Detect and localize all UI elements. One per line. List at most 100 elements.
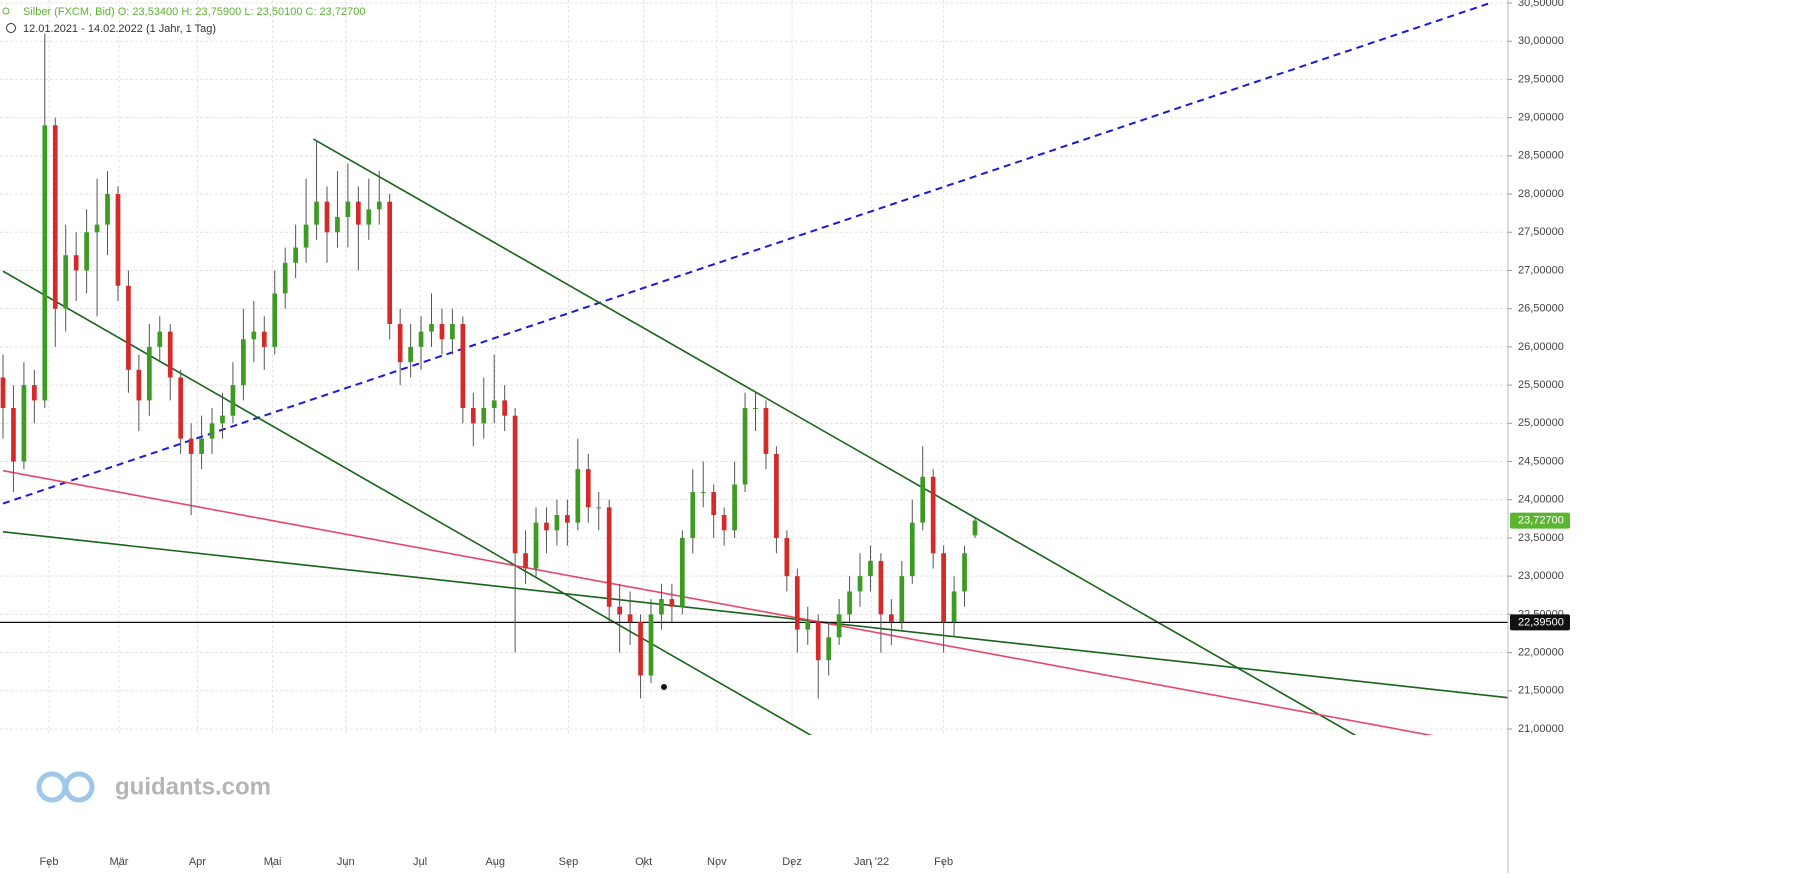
trendline [2,531,1508,699]
candle-body [282,262,288,294]
candle-body [732,484,737,531]
grid [0,0,1508,735]
y-tick-label: 30,00000 [1518,35,1564,47]
price-tag-label: 22,39500 [1518,616,1564,628]
candle-body [220,415,225,424]
candle-body [470,408,476,424]
candle-body [126,285,131,370]
candle-body [32,385,37,401]
candle-body [450,323,455,340]
trendline [2,469,1434,735]
candle-body [951,591,957,623]
y-tick-label: 22,00000 [1518,646,1564,658]
candle-body [11,408,16,462]
candle-body [857,576,863,592]
candle-body [868,560,873,577]
candle-body [617,606,622,615]
candle-body [721,515,727,531]
logo [36,771,95,803]
drawings [0,2,1508,735]
clock-icon [6,23,16,33]
y-tick-label: 25,50000 [1518,379,1564,391]
candle-body [962,553,967,592]
candle-body [502,400,508,416]
candle-body [63,255,69,309]
anchor-point [661,684,667,690]
chart-title: Silber (FXCM, Bid) O: 23,53400 H: 23,759… [23,6,365,18]
trendline [313,138,1357,735]
candle-body [303,224,309,248]
x-tick-label: Jan '22 [854,856,889,868]
x-tick-label: Aug [485,856,505,868]
candle-body [847,591,852,615]
candle-body [815,622,821,661]
candle-body [585,469,591,508]
candle-body [439,323,445,340]
y-tick-label: 30,50000 [1518,0,1564,9]
candle-body [21,385,27,462]
candle-body [94,224,100,233]
candle-body [742,408,748,485]
candle-body [711,492,717,516]
icon [2,7,10,15]
price-tag [1510,512,1570,529]
candle-body [136,369,142,401]
candle-body [460,323,466,409]
candle-body [523,553,528,569]
y-tick-label: 25,00000 [1518,417,1564,429]
price-tag-label: 23,72700 [1518,515,1564,527]
candle-body [648,614,654,676]
candle-body [899,576,905,623]
candle-body [188,438,194,454]
x-tick-label: Okt [635,856,652,868]
candle-body [199,438,204,454]
candle-body [366,209,372,225]
candle-body [345,201,351,217]
x-tick-label: Sep [559,856,579,868]
candle-body [261,331,267,347]
y-tick-label: 23,00000 [1518,570,1564,582]
candle-body [397,323,403,363]
candle-body [878,560,884,615]
candle-body [324,201,330,233]
candle-body [230,385,236,416]
candle-body [0,377,6,409]
y-tick-label: 28,00000 [1518,188,1564,200]
x-tick-label: Feb [40,856,59,868]
candle-body [889,614,894,623]
candle-body [387,201,393,324]
candle-body [753,408,758,410]
candle-body [794,576,800,630]
candle-body [418,331,424,347]
x-tick-label: Apr [189,856,206,868]
candle-body [146,346,152,401]
x-tick-label: Nov [707,856,727,868]
candle-body [669,599,675,607]
candle-body [826,637,832,661]
candle-body [293,247,298,263]
x-tick-label: Feb [934,856,953,868]
candle-body [690,492,696,538]
candle-body [52,125,58,309]
candle-body [105,194,110,225]
candle-body [314,201,319,225]
candle-body [73,255,79,271]
axes: 21,0000021,5000022,0000022,5000023,00000… [40,0,1570,868]
candles [0,33,978,699]
candle-body [836,614,842,638]
candle-body [774,453,779,538]
candle-body [42,125,48,401]
x-tick-label: Dez [782,856,802,868]
y-tick-label: 29,50000 [1518,73,1564,85]
candle-body [805,622,811,630]
x-tick-label: Mär [110,856,129,868]
candle-body [115,194,121,286]
candle-body [554,515,560,531]
y-tick-label: 27,00000 [1518,264,1564,276]
x-tick-label: Jul [413,856,427,868]
y-tick-label: 26,00000 [1518,341,1564,353]
y-tick-label: 26,50000 [1518,303,1564,315]
candle-body [241,339,246,386]
